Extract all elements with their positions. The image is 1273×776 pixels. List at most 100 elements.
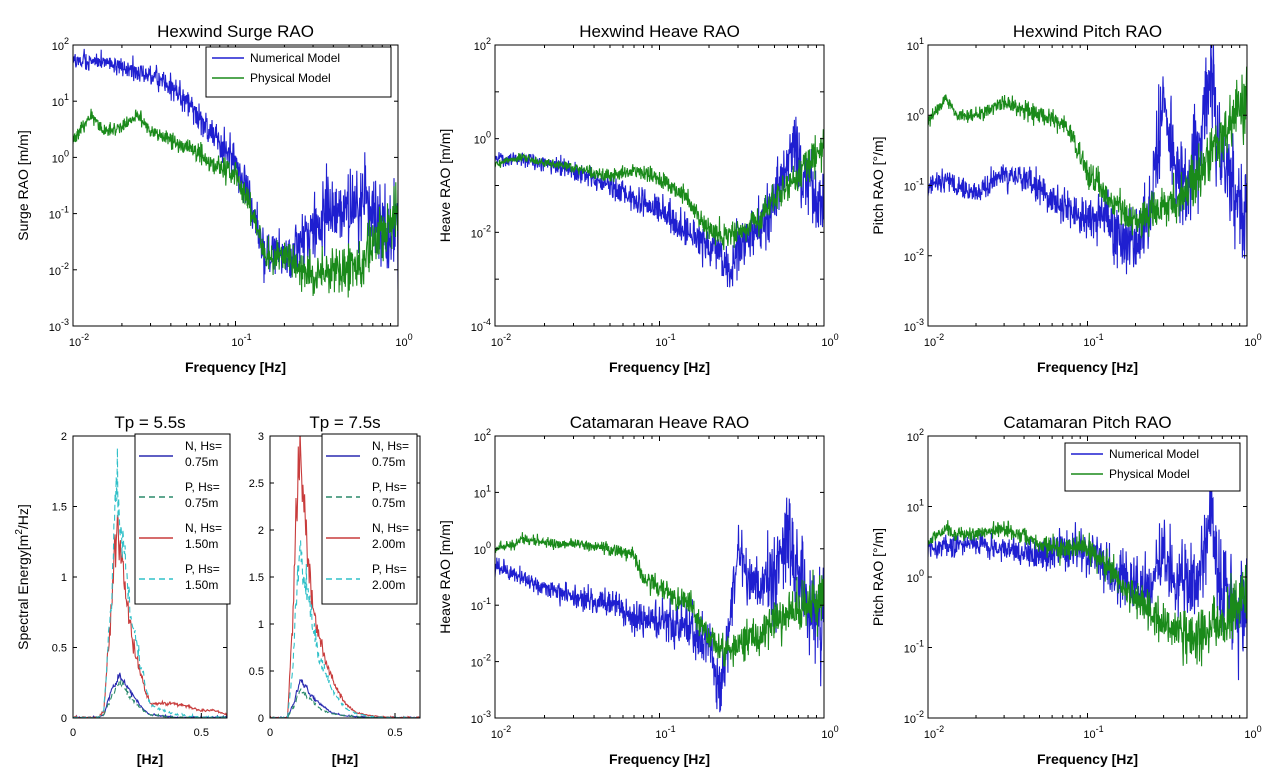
series-line-2 — [73, 680, 227, 718]
y-tick-label: 100 — [52, 148, 69, 165]
legend-entry: P, Hs= — [372, 562, 407, 576]
y-tick-label: 10-2 — [471, 223, 491, 240]
y-tick-label: 10-2 — [904, 709, 924, 726]
series-line-1 — [73, 673, 227, 718]
y-tick-label: 3 — [258, 431, 264, 443]
legend-entry: Physical Model — [1109, 467, 1190, 481]
x-axis-label: Frequency [Hz] — [1037, 751, 1138, 767]
y-tick-label: 0.5 — [52, 643, 67, 655]
y-axis-label: Surge RAO [m/m] — [15, 130, 31, 240]
x-tick-label: 100 — [1244, 332, 1261, 349]
y-tick-label: 10-3 — [904, 317, 924, 334]
y-tick-label: 102 — [52, 36, 69, 53]
legend-entry: 2.00m — [372, 537, 405, 551]
x-tick-label: 0.5 — [194, 727, 209, 739]
y-tick-label: 102 — [474, 36, 491, 53]
axes-box — [928, 45, 1247, 326]
x-tick-label: 100 — [1244, 724, 1261, 741]
x-axis-label: Frequency [Hz] — [609, 359, 710, 375]
legend-entry: P, Hs= — [185, 480, 220, 494]
y-tick-label: 10-2 — [904, 247, 924, 264]
y-tick-label: 10-1 — [904, 177, 924, 194]
y-tick-label: 1.5 — [249, 572, 264, 584]
x-tick-label: 10-1 — [231, 332, 251, 349]
y-tick-label: 2 — [258, 525, 264, 537]
x-tick-label: 100 — [821, 724, 838, 741]
y-tick-label: 101 — [474, 483, 491, 500]
subplot-p4: 0 0.5 0 0.5 1 1.5 2 Tp = 5.5s [Hz] Spectral Energ… — [14, 413, 230, 767]
y-tick-label: 0.5 — [249, 666, 264, 678]
y-tick-label: 10-2 — [471, 653, 491, 670]
series-group — [928, 24, 1247, 275]
series-line-2 — [495, 129, 824, 250]
y-tick-label: 10-3 — [49, 317, 69, 334]
x-axis-label: Frequency [Hz] — [1037, 359, 1138, 375]
chart-title: Tp = 5.5s — [114, 413, 185, 432]
x-tick-label: 10-2 — [69, 332, 89, 349]
legend-entry: 1.50m — [185, 578, 218, 592]
legend-entry: P, Hs= — [185, 562, 220, 576]
x-tick-label: 10-2 — [491, 332, 511, 349]
y-tick-label: 10-2 — [49, 261, 69, 278]
series-line-2 — [73, 109, 398, 298]
y-tick-label: 100 — [907, 106, 924, 123]
y-tick-label: 2 — [61, 431, 67, 443]
x-axis-label: [Hz] — [332, 751, 358, 767]
legend: Numerical Model Physical Model — [1065, 443, 1240, 491]
x-tick-label: 0.5 — [387, 727, 402, 739]
y-tick-label: 1 — [258, 619, 264, 631]
legend-entry: N, Hs= — [372, 439, 409, 453]
y-tick-label: 10-1 — [471, 596, 491, 613]
legend-entry: 0.75m — [372, 455, 405, 469]
series-group — [928, 477, 1247, 680]
x-tick-label: 10-1 — [655, 724, 675, 741]
y-axis-label: Spectral Energy[m2/Hz] — [14, 504, 31, 650]
chart-title: Hexwind Pitch RAO — [1013, 22, 1162, 41]
x-tick-label: 10-1 — [655, 332, 675, 349]
x-tick-label: 0 — [267, 727, 273, 739]
y-tick-label: 10-4 — [471, 317, 491, 334]
y-tick-label: 102 — [907, 427, 924, 444]
legend: N, Hs= 0.75m P, Hs= 0.75m N, Hs= 1.50m P, Hs= 1… — [135, 434, 230, 604]
legend-entry: 1.50m — [185, 537, 218, 551]
y-tick-label: 101 — [907, 36, 924, 53]
legend: N, Hs= 0.75m P, Hs= 0.75m N, Hs= 2.00m P, Hs= 2… — [322, 434, 417, 604]
x-tick-label: 100 — [395, 332, 412, 349]
legend-entry: N, Hs= — [185, 439, 222, 453]
y-axis-label: Heave RAO [m/m] — [437, 520, 453, 634]
x-tick-label: 100 — [821, 332, 838, 349]
y-tick-label: 10-1 — [904, 639, 924, 656]
y-axis-label: Pitch RAO [°/m] — [870, 136, 886, 234]
x-axis-label: Frequency [Hz] — [185, 359, 286, 375]
chart-title: Tp = 7.5s — [309, 413, 380, 432]
legend-entry: Numerical Model — [250, 51, 340, 65]
x-tick-label: 10-2 — [924, 724, 944, 741]
x-axis-label: Frequency [Hz] — [609, 751, 710, 767]
y-tick-label: 10-1 — [49, 205, 69, 222]
x-tick-label: 10-1 — [1083, 332, 1103, 349]
legend-entry: Physical Model — [250, 71, 331, 85]
y-tick-label: 0 — [61, 713, 67, 725]
series-line-1 — [270, 680, 420, 718]
series-group — [495, 117, 824, 288]
legend-entry: 2.00m — [372, 578, 405, 592]
y-axis-label: Pitch RAO [°/m] — [870, 528, 886, 626]
series-group — [495, 498, 824, 713]
y-tick-label: 10-3 — [471, 709, 491, 726]
x-axis-label: [Hz] — [137, 751, 163, 767]
y-tick-label: 100 — [907, 568, 924, 585]
chart-title: Catamaran Heave RAO — [570, 413, 750, 432]
x-tick-label: 0 — [70, 727, 76, 739]
y-tick-label: 101 — [907, 498, 924, 515]
y-tick-label: 0 — [258, 713, 264, 725]
legend-entry: N, Hs= — [372, 521, 409, 535]
x-tick-label: 10-2 — [491, 724, 511, 741]
x-tick-label: 10-1 — [1083, 724, 1103, 741]
y-tick-label: 102 — [474, 427, 491, 444]
chart-title: Hexwind Surge RAO — [157, 22, 314, 41]
